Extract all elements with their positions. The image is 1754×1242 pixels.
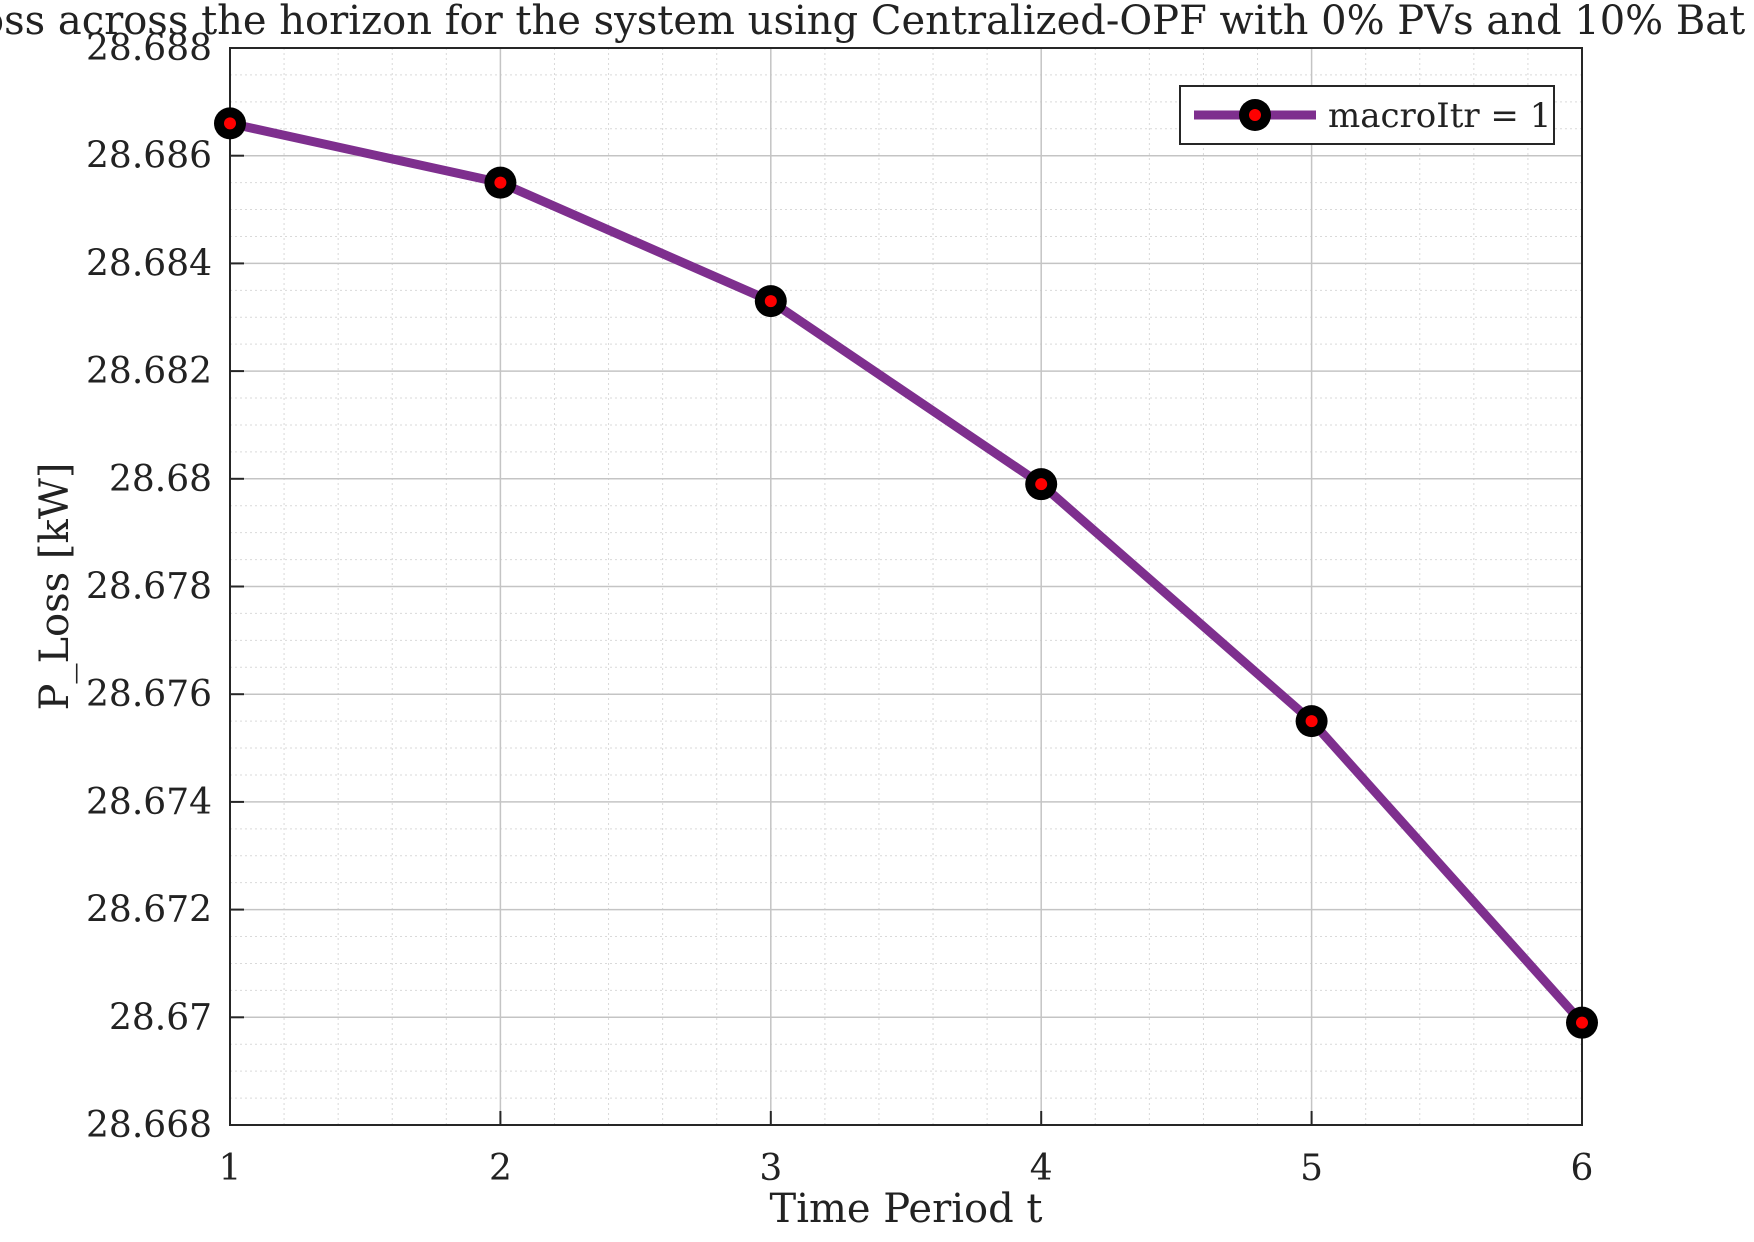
x-tick-label: 1	[219, 1148, 242, 1189]
data-point-marker-center	[764, 295, 777, 308]
y-tick-label: 28.68	[109, 459, 212, 500]
y-tick-label: 28.672	[86, 890, 212, 931]
series-line	[225, 118, 1587, 1028]
y-tick-label: 28.682	[86, 351, 212, 392]
data-point-marker-center	[1305, 715, 1318, 728]
y-tick-label: 28.678	[86, 567, 212, 608]
y-tick-label: 28.674	[86, 782, 212, 823]
data-point-marker-center	[1035, 478, 1048, 491]
legend-label: macroItr = 1	[1328, 96, 1551, 136]
x-axis-title: Time Period t	[770, 1186, 1043, 1232]
y-tick-label: 28.668	[86, 1105, 212, 1146]
chart-title: oss across the horizon for the system us…	[0, 0, 1745, 44]
x-tick-label: 6	[1571, 1148, 1594, 1189]
y-axis-title: P_Loss [kW]	[32, 463, 78, 711]
y-tick-label: 28.688	[86, 28, 212, 69]
axis-ticks: 1 2 3 4 5 6 28.668 28.67 28.672 28.674 28.676 28.67…	[86, 28, 1593, 1189]
x-tick-label: 4	[1030, 1148, 1053, 1189]
data-point-marker-center	[494, 176, 507, 189]
y-tick-label: 28.684	[86, 243, 212, 284]
legend-marker-inner	[1249, 109, 1261, 121]
legend: macroItr = 1	[1179, 85, 1555, 145]
x-tick-label: 3	[759, 1148, 782, 1189]
data-point-marker-center	[224, 117, 236, 130]
y-tick-label: 28.676	[86, 674, 212, 715]
x-tick-label: 2	[489, 1148, 512, 1189]
y-tick-label: 28.67	[109, 997, 212, 1038]
x-tick-label: 5	[1300, 1148, 1323, 1189]
y-tick-label: 28.686	[86, 136, 212, 177]
series-layer	[214, 107, 1598, 1039]
data-point-marker-center	[1576, 1016, 1588, 1029]
